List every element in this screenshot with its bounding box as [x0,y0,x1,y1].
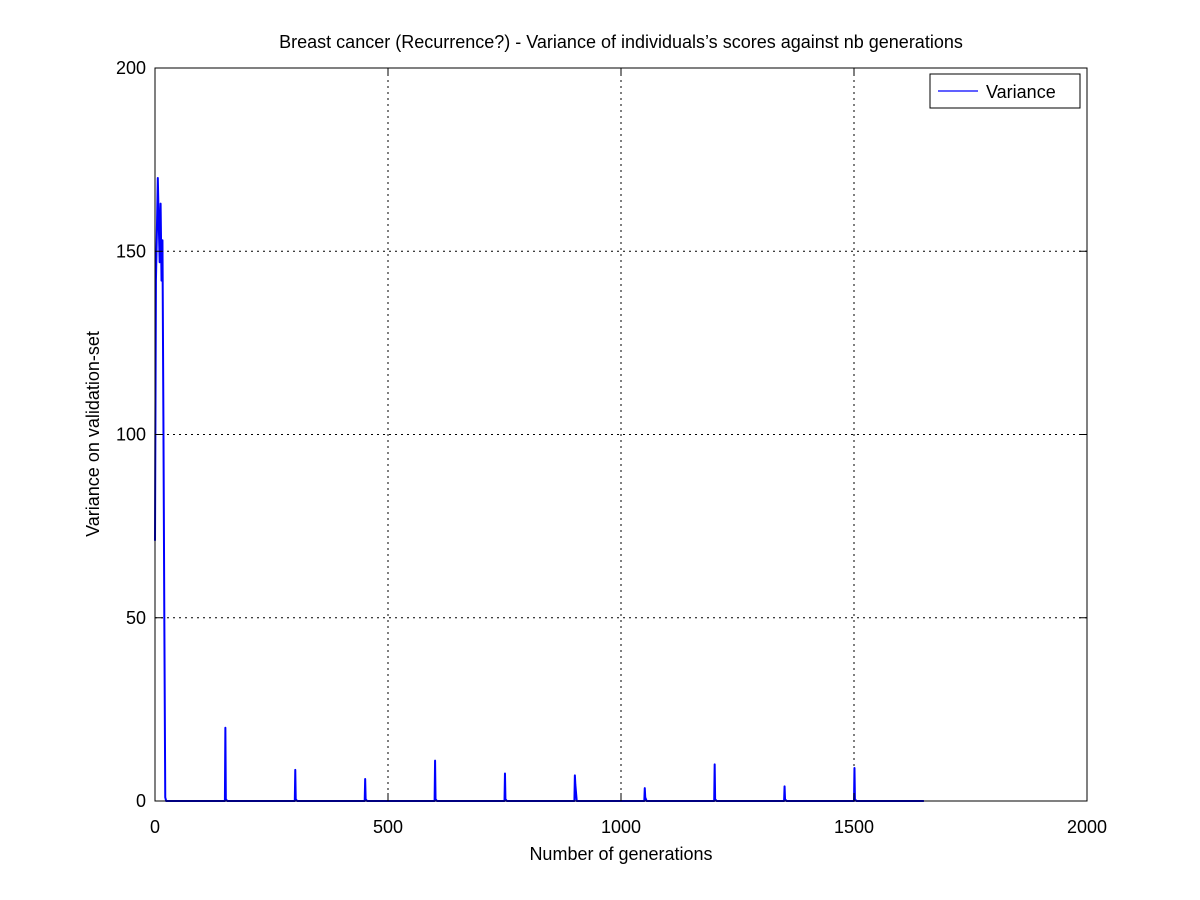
chart-title: Breast cancer (Recurrence?) - Variance o… [279,32,963,52]
legend: Variance [929,73,1081,109]
y-tick-label: 50 [126,608,146,628]
y-tick-label: 150 [116,241,146,261]
y-tick-label: 100 [116,425,146,445]
x-tick-labels: 0 500 1000 1500 2000 [150,817,1107,837]
ticks [154,67,1088,802]
y-axis-label: Variance on validation-set [83,331,103,537]
plot-series [154,176,924,802]
x-axis-label: Number of generations [529,844,712,864]
grid [155,68,1087,801]
x-tick-label: 1500 [834,817,874,837]
x-tick-label: 500 [373,817,403,837]
legend-label-variance: Variance [986,82,1056,102]
x-tick-label: 2000 [1067,817,1107,837]
y-tick-label: 200 [116,58,146,78]
x-tick-label: 0 [150,817,160,837]
y-tick-labels: 0 50 100 150 200 [116,58,146,811]
y-tick-label: 0 [136,791,146,811]
x-tick-label: 1000 [601,817,641,837]
series-line-variance [154,176,924,802]
